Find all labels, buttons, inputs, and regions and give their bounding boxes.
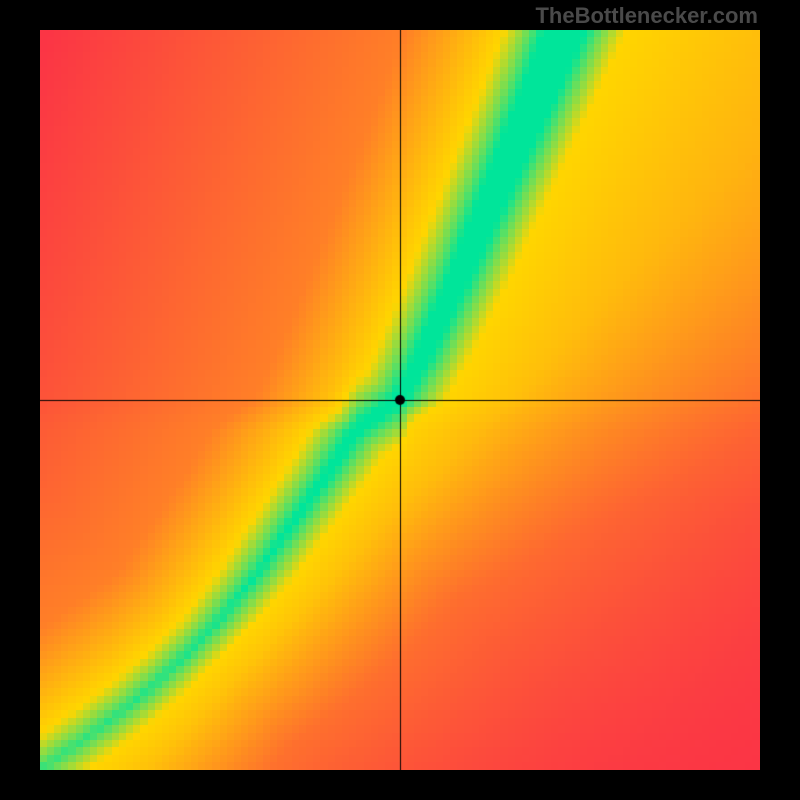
bottleneck-heatmap	[40, 30, 760, 770]
watermark-text: TheBottlenecker.com	[535, 3, 758, 29]
chart-container: TheBottlenecker.com	[0, 0, 800, 800]
